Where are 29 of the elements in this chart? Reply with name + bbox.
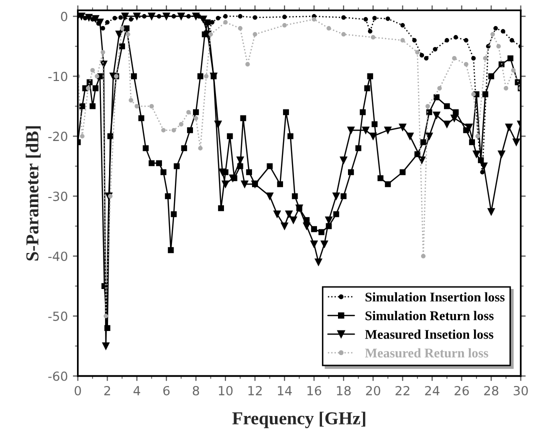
y-tick-label: 0 bbox=[60, 12, 68, 22]
x-tick-label: 28 bbox=[484, 386, 498, 396]
y-tick-label: -30 bbox=[48, 192, 68, 202]
x-tick-label: 16 bbox=[307, 386, 322, 396]
x-axis-title: Frequency [GHz] bbox=[232, 412, 366, 428]
x-tick-label: 0 bbox=[74, 386, 81, 396]
y-tick-label: -60 bbox=[48, 371, 68, 381]
x-tick-label: 20 bbox=[366, 386, 380, 396]
y-axis-title: S-Parameter [dB] bbox=[26, 126, 41, 260]
x-tick-label: 18 bbox=[336, 386, 351, 396]
y-tick-label: -40 bbox=[48, 252, 68, 262]
x-tick-label: 10 bbox=[218, 386, 233, 396]
x-tick-label: 12 bbox=[248, 386, 262, 396]
legend-label: Measured Return loss bbox=[365, 348, 488, 358]
legend-label: Simulation Return loss bbox=[366, 310, 494, 320]
x-tick-label: 6 bbox=[163, 386, 170, 396]
x-tick-label: 30 bbox=[514, 386, 528, 396]
x-tick-label: 2 bbox=[104, 386, 110, 396]
x-tick-label: 8 bbox=[192, 386, 200, 396]
x-tick-label: 26 bbox=[454, 386, 469, 396]
y-tick-label: -20 bbox=[48, 132, 68, 142]
x-tick-label: 24 bbox=[425, 386, 440, 396]
legend-label: Simulation Insertion loss bbox=[366, 292, 505, 302]
x-tick-label: 22 bbox=[396, 386, 410, 396]
x-tick-label: 14 bbox=[278, 386, 292, 396]
x-tick-label: 4 bbox=[134, 386, 140, 396]
y-tick-label: -50 bbox=[48, 312, 68, 321]
legend-label: Measured Insetion loss bbox=[365, 330, 494, 339]
y-tick-label: -10 bbox=[48, 72, 68, 82]
